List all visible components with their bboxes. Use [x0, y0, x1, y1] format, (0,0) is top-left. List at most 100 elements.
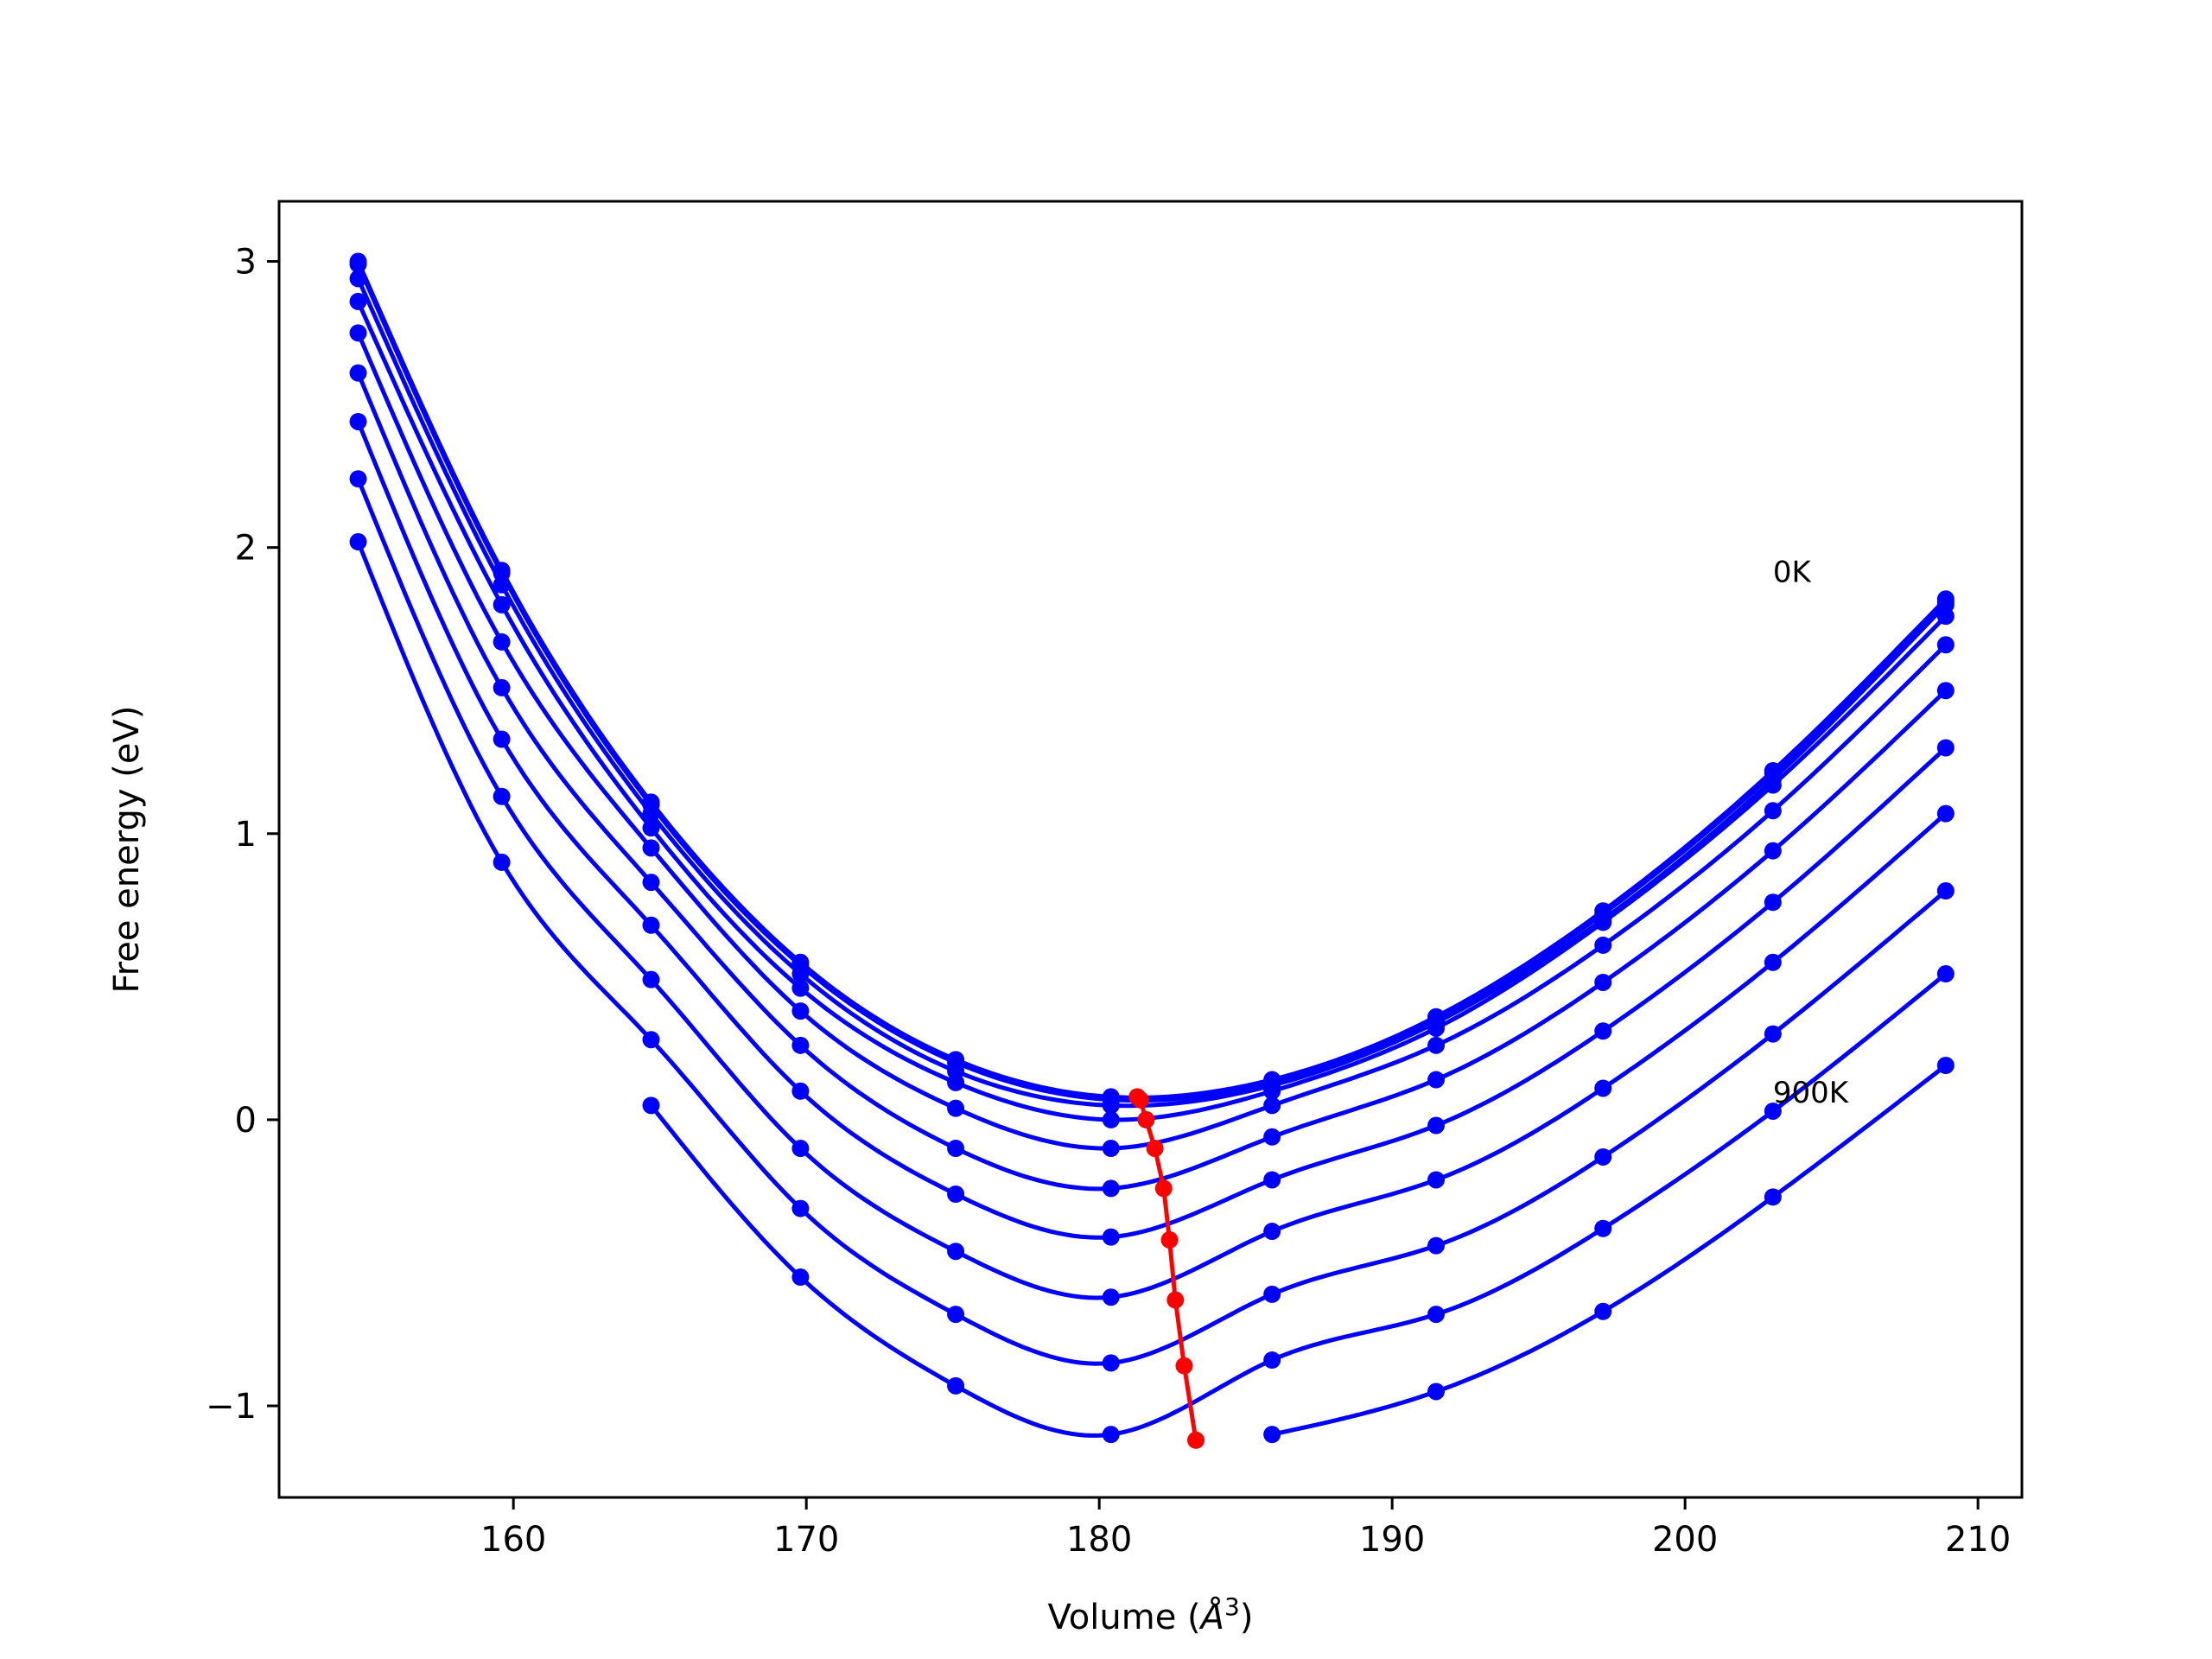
annotations-group: 0K 900K — [1773, 555, 1850, 1110]
data-point — [1102, 1179, 1120, 1198]
energy-curve — [649, 972, 1948, 1438]
data-point — [1594, 1147, 1612, 1166]
data-point — [1764, 776, 1782, 794]
x-axis-label: Volume (Å3) — [1048, 1592, 1254, 1637]
data-point — [1427, 1071, 1446, 1089]
data-point — [349, 533, 367, 551]
data-point — [947, 1185, 965, 1204]
data-point — [1263, 1082, 1281, 1100]
data-point — [1936, 965, 1955, 983]
minimum-point — [1160, 1230, 1179, 1249]
data-point — [349, 270, 367, 288]
data-point — [791, 1002, 810, 1020]
data-point — [349, 412, 367, 430]
data-point — [1263, 1426, 1281, 1444]
data-point — [493, 575, 511, 594]
x-tick-label: 200 — [1652, 1520, 1718, 1560]
data-point — [493, 730, 511, 748]
data-point — [1263, 1285, 1281, 1303]
data-point — [1764, 1102, 1782, 1120]
data-point — [349, 255, 367, 273]
data-point — [1594, 1219, 1612, 1237]
minimum-point — [1175, 1357, 1193, 1375]
x-axis-ticks: 160 170 180 190 200 210 — [480, 1497, 2011, 1560]
minimum-point — [1146, 1140, 1164, 1158]
data-point — [1594, 913, 1612, 931]
data-point — [1594, 1022, 1612, 1040]
data-point — [642, 819, 660, 837]
y-axis-label: Free energy (eV) — [107, 706, 147, 994]
energy-curve — [356, 478, 1948, 1300]
data-point — [947, 1099, 965, 1117]
data-point — [1764, 1025, 1782, 1043]
data-point — [642, 1096, 660, 1115]
data-point — [1263, 1171, 1281, 1189]
x-tick-label: 160 — [480, 1520, 546, 1560]
x-tick-label: 210 — [1945, 1520, 2011, 1560]
data-point — [1427, 1236, 1446, 1255]
data-point — [1102, 1140, 1120, 1158]
data-point — [1764, 953, 1782, 971]
data-point — [791, 979, 810, 997]
minimum-point — [1137, 1110, 1155, 1128]
data-point — [493, 787, 511, 805]
data-point — [1102, 1228, 1120, 1246]
energy-curve — [356, 541, 1948, 1366]
data-point — [1764, 802, 1782, 820]
data-point — [642, 1031, 660, 1049]
data-point — [642, 916, 660, 934]
data-point — [1764, 893, 1782, 912]
x-tick-label: 190 — [1359, 1520, 1425, 1560]
data-point — [1594, 1302, 1612, 1320]
energy-curve — [356, 372, 1948, 1192]
data-point — [642, 839, 660, 857]
x-axis-label-close: ) — [1240, 1598, 1254, 1637]
x-axis-label-exponent: 3 — [1224, 1592, 1240, 1621]
data-point — [493, 632, 511, 651]
data-point — [1427, 1382, 1446, 1401]
data-point — [1936, 739, 1955, 757]
data-point — [493, 853, 511, 871]
data-point — [947, 1376, 965, 1395]
y-tick-label: −1 — [206, 1387, 257, 1427]
data-point — [1936, 607, 1955, 626]
data-point — [1427, 1019, 1446, 1037]
data-point — [1764, 1188, 1782, 1206]
data-point — [349, 364, 367, 382]
data-point — [1427, 1306, 1446, 1324]
minima-group — [1128, 1088, 1205, 1449]
data-point — [1102, 1110, 1120, 1128]
energy-curve — [356, 421, 1948, 1240]
data-point — [1936, 1057, 1955, 1074]
data-point — [1102, 1426, 1120, 1444]
data-point — [1594, 973, 1612, 991]
data-point — [642, 874, 660, 892]
y-axis-ticks: −1 0 1 2 3 — [206, 243, 279, 1427]
x-axis-label-unit: Å — [1198, 1596, 1224, 1637]
data-point — [791, 1268, 810, 1287]
data-point — [1102, 1354, 1120, 1372]
data-point — [947, 1306, 965, 1324]
data-point — [1263, 1223, 1281, 1241]
curve-annotation: 900K — [1773, 1076, 1850, 1110]
data-point — [349, 324, 367, 342]
data-point — [791, 965, 810, 983]
y-tick-label: 3 — [235, 243, 257, 283]
data-point — [493, 678, 511, 696]
data-point — [791, 1036, 810, 1054]
data-point — [791, 1140, 810, 1158]
data-point — [1263, 1096, 1281, 1115]
y-tick-label: 1 — [235, 815, 257, 855]
data-point — [1764, 842, 1782, 860]
data-point — [1936, 636, 1955, 654]
data-point — [1427, 1116, 1446, 1135]
data-point — [1427, 1171, 1446, 1189]
y-tick-label: 0 — [235, 1101, 257, 1141]
data-point — [1427, 1036, 1446, 1054]
minimum-point — [1166, 1291, 1185, 1309]
data-point — [791, 1082, 810, 1100]
data-point — [1936, 682, 1955, 700]
minimum-point — [1154, 1179, 1173, 1198]
data-point — [493, 595, 511, 613]
data-point — [1102, 1288, 1120, 1306]
